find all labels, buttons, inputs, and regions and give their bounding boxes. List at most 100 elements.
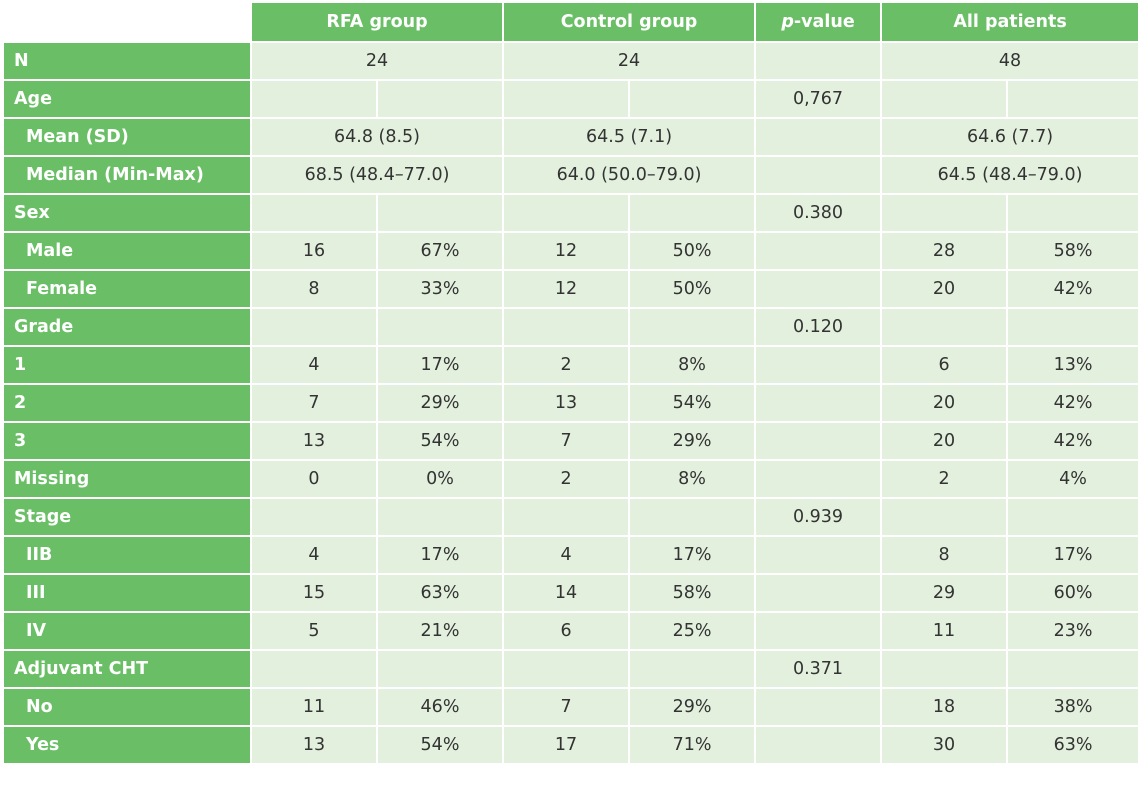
all-value-cell: 64.5 (48.4–79.0) [880, 155, 1140, 195]
rfa-percent-cell: 29% [375, 383, 505, 423]
rfa-count-cell: 7 [250, 383, 378, 423]
all-count-cell: 30 [880, 725, 1009, 765]
control-percent-cell: 54% [628, 383, 757, 423]
all-count-cell [880, 649, 1009, 689]
control-count-cell: 4 [502, 535, 631, 575]
row-label: III [2, 573, 252, 613]
control-count-cell: 12 [502, 269, 631, 309]
rfa-percent-cell [375, 307, 505, 347]
table-row: N 24 24 48 [2, 41, 1140, 81]
control-percent-cell: 8% [628, 459, 757, 499]
p-value-cell: 0.939 [754, 497, 883, 537]
control-percent-cell: 50% [628, 269, 757, 309]
table-row: Adjuvant CHT 0.371 [2, 649, 1140, 689]
all-percent-cell [1006, 193, 1140, 233]
all-count-cell: 20 [880, 383, 1009, 423]
table-row: IV 5 21% 6 25% 11 23% [2, 611, 1140, 651]
all-percent-cell: 63% [1006, 725, 1140, 765]
control-percent-cell: 29% [628, 687, 757, 727]
p-value-cell [754, 611, 883, 651]
all-count-cell: 18 [880, 687, 1009, 727]
all-count-cell: 11 [880, 611, 1009, 651]
row-label: No [2, 687, 252, 727]
p-value-cell [754, 535, 883, 575]
table-row: Age 0,767 [2, 79, 1140, 119]
row-label: IV [2, 611, 252, 651]
all-count-cell: 20 [880, 421, 1009, 461]
p-value-cell [754, 117, 883, 157]
rfa-count-cell: 4 [250, 535, 378, 575]
rfa-percent-cell [375, 79, 505, 119]
table-row: No 11 46% 7 29% 18 38% [2, 687, 1140, 727]
rfa-percent-cell: 67% [375, 231, 505, 271]
row-label: 2 [2, 383, 252, 423]
control-percent-cell [628, 193, 757, 233]
control-count-cell: 17 [502, 725, 631, 765]
control-count-cell: 7 [502, 687, 631, 727]
table-row: Male 16 67% 12 50% 28 58% [2, 231, 1140, 271]
rfa-count-cell [250, 79, 378, 119]
control-count-cell: 14 [502, 573, 631, 613]
p-value-cell [754, 231, 883, 271]
rfa-count-cell: 13 [250, 725, 378, 765]
all-percent-cell: 58% [1006, 231, 1140, 271]
all-count-cell: 2 [880, 459, 1009, 499]
all-count-cell [880, 497, 1009, 537]
control-percent-cell: 50% [628, 231, 757, 271]
control-count-cell [502, 307, 631, 347]
all-percent-cell: 60% [1006, 573, 1140, 613]
p-value-cell [754, 269, 883, 309]
p-value-cell [754, 383, 883, 423]
control-percent-cell: 25% [628, 611, 757, 651]
table-row: Stage 0.939 [2, 497, 1140, 537]
all-count-cell: 28 [880, 231, 1009, 271]
control-percent-cell [628, 497, 757, 537]
control-percent-cell [628, 79, 757, 119]
rfa-percent-cell [375, 649, 505, 689]
control-count-cell [502, 649, 631, 689]
p-value-cell: 0,767 [754, 79, 883, 119]
control-percent-cell [628, 649, 757, 689]
control-percent-cell: 71% [628, 725, 757, 765]
rfa-count-cell: 11 [250, 687, 378, 727]
p-value-cell [754, 573, 883, 613]
control-count-cell: 6 [502, 611, 631, 651]
rfa-percent-cell: 0% [375, 459, 505, 499]
rfa-percent-cell [375, 193, 505, 233]
table-row: 1 4 17% 2 8% 6 13% [2, 345, 1140, 385]
rfa-count-cell: 8 [250, 269, 378, 309]
p-value-cell: 0.120 [754, 307, 883, 347]
rfa-percent-cell: 33% [375, 269, 505, 309]
header-p-italic: p [781, 12, 794, 32]
rfa-percent-cell: 17% [375, 345, 505, 385]
header-control-group: Control group [502, 1, 757, 43]
rfa-value-cell: 68.5 (48.4–77.0) [249, 155, 505, 195]
rfa-percent-cell: 21% [375, 611, 505, 651]
rfa-count-cell: 4 [250, 345, 378, 385]
row-label: 3 [2, 421, 252, 461]
table-row: 2 7 29% 13 54% 20 42% [2, 383, 1140, 423]
p-value-cell [754, 155, 883, 195]
control-value-cell: 64.5 (7.1) [502, 117, 757, 157]
all-count-cell: 20 [880, 269, 1009, 309]
rfa-percent-cell [375, 497, 505, 537]
patient-characteristics-table: RFA group Control group p-value All pati… [2, 1, 1140, 765]
header-all-patients: All patients [880, 1, 1140, 43]
table-row: Median (Min-Max) 68.5 (48.4–77.0) 64.0 (50… [2, 155, 1140, 195]
table-row: Mean (SD) 64.8 (8.5) 64.5 (7.1) 64.6 (7.7) [2, 117, 1140, 157]
row-label: Stage [2, 497, 252, 537]
control-count-cell: 7 [502, 421, 631, 461]
rfa-count-cell: 15 [250, 573, 378, 613]
p-value-cell: 0.380 [754, 193, 883, 233]
control-count-cell: 13 [502, 383, 631, 423]
control-value-cell: 24 [502, 41, 757, 81]
all-percent-cell [1006, 79, 1140, 119]
all-value-cell: 48 [880, 41, 1140, 81]
control-count-cell: 2 [502, 345, 631, 385]
all-percent-cell: 38% [1006, 687, 1140, 727]
header-row: RFA group Control group p-value All pati… [2, 1, 1140, 43]
header-p-value: p-value [754, 1, 883, 43]
rfa-percent-cell: 54% [375, 421, 505, 461]
control-count-cell: 2 [502, 459, 631, 499]
control-percent-cell [628, 307, 757, 347]
